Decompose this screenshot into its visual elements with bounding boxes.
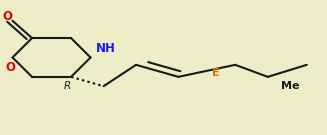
Text: O: O [5,61,15,74]
Text: R: R [64,81,71,91]
Text: NH: NH [95,42,115,55]
Text: E: E [212,68,219,78]
Text: O: O [2,10,12,23]
Text: Me: Me [281,81,300,91]
